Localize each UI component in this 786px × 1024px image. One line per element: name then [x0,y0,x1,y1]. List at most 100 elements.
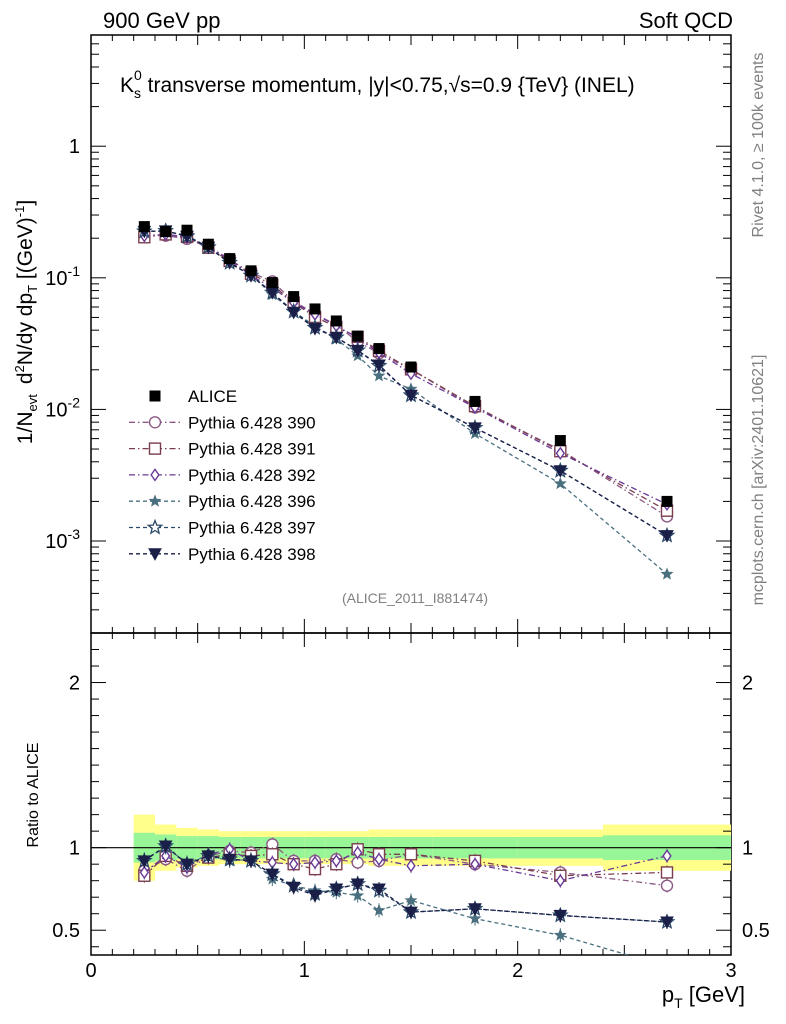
legend-marker [148,548,162,561]
y-tick-label-ratio-right: 0.5 [742,920,770,942]
x-tick-label: 1 [299,960,310,982]
series-392-ratio-point [662,849,672,863]
series-398-ratio-point [329,883,344,896]
y-tick-label-ratio-left: 0.5 [52,920,80,942]
series-397-main-line [144,230,668,537]
legend: ALICE Pythia 6.428 390 Pythia 6.428 391 Pyt… [129,387,316,564]
series-391-ratio-point [660,866,674,879]
alice-data-point [352,330,364,342]
x-axis-label: pT [GeV] [662,982,745,1011]
alice-data-point [181,224,193,236]
series-392-ratio-point [288,857,299,871]
y-tick-label-ratio-left: 2 [69,673,80,695]
y-tick-label-main: 10-1 [45,263,80,290]
rivet-label: Rivet 4.1.0, ≥ 100k events [750,53,767,238]
series-390-ratio-line [143,843,668,887]
x-tick-label: 3 [725,960,736,982]
legend-marker [146,518,164,535]
alice-data-point [405,361,417,373]
legend-label: Pythia 6.428 390 [188,413,316,432]
series-398-main-point [553,465,568,478]
series-398-ratio-line [143,845,668,923]
ylabel-d-sup: -1 [12,206,27,218]
ylabel-c: N/dy dp [14,293,37,365]
series-398-main-line [144,230,668,537]
series-398-ratio-point [137,855,152,868]
series-398-ratio-point [222,853,237,867]
legend-label: Pythia 6.428 396 [188,492,316,511]
alice-data-point [202,238,214,250]
series-396-ratio-point [404,893,418,907]
alice-data-point [373,343,385,355]
series-391-ratio-point [404,848,418,861]
title-part-mid: transverse momentum, |y|<0.75, [142,74,449,97]
legend-marker-alice [149,390,161,402]
series-398-main-point [329,331,344,345]
series-398-ratio-point [244,855,258,868]
series-398-main-point [372,359,386,373]
series-398-main-point [660,530,674,543]
analysis-label: (ALICE_2011_I881474) [342,590,488,606]
alice-data-point [160,225,172,237]
series-392-ratio-point [139,865,150,880]
series-398-ratio-point [404,906,418,920]
ylabel-d: [(GeV) [14,217,37,285]
series-392-ratio-line [143,848,668,882]
series-392-main-point [555,446,566,461]
legend-label: Pythia 6.428 397 [188,519,316,538]
series-398-ratio-point [553,909,568,923]
series-392-ratio-point [352,845,363,860]
title-part-rest: s=0.9 {TeV} (INEL) [460,74,635,97]
alice-data-point [288,291,300,303]
y-tick-label-ratio-right: 2 [742,673,753,695]
series-396-main-point [660,567,674,580]
x-tick-label: 2 [512,960,523,982]
legend-marker [148,416,162,429]
series-396-main-point [372,369,386,382]
ylabel-e: ] [14,200,37,206]
series-398-ratio-point [468,903,482,916]
series-396-main-point [553,476,567,490]
alice-data-point [330,315,342,327]
series-392-ratio-point [310,855,320,870]
series-391-ratio-line [143,848,668,877]
alice-data-point [224,253,236,265]
series-398-main-point [468,422,482,435]
series-398-ratio-point [201,850,216,863]
series-398-main-point [350,344,365,358]
series-392-ratio-point [555,873,566,888]
legend-label: Pythia 6.428 398 [188,545,316,564]
series-398-ratio-point [265,868,280,882]
ylabel-b: d [14,372,37,384]
title-part-sup: 0 [134,67,142,83]
alice-data-point [245,265,257,277]
header-right: Soft QCD [639,8,733,33]
series-398-ratio-point [660,916,674,930]
series-392-main-line [144,233,668,505]
series-398-ratio-point [350,878,365,892]
series-398-main-point [308,323,322,336]
series-396-ratio-point [351,888,365,902]
series-392-ratio-point [406,859,416,873]
legend-marker [148,442,162,455]
series-398-ratio-point [158,840,173,854]
y-tick-label-main: 1 [69,136,80,158]
legend-marker [150,468,160,482]
y-tick-label-main: 10-2 [45,394,80,421]
series-396-ratio-point [372,903,386,916]
legend-label-alice: ALICE [188,387,237,406]
main-plot-frame [90,34,732,634]
legend-marker [148,494,162,507]
title-part-sub: s [134,85,141,101]
series-396-ratio-line [143,846,628,956]
series-398-ratio-point [372,883,386,896]
ylabel-a: 1/N [14,412,37,445]
x-tick-label: 0 [85,960,96,982]
alice-data-point [138,221,150,233]
legend-label: Pythia 6.428 392 [188,466,316,485]
ylabel-c-sub: T [25,285,40,293]
header-left: 900 GeV pp [103,8,220,33]
y-axis-label-ratio: Ratio to ALICE [25,743,42,848]
y-tick-label-ratio-left: 1 [69,838,80,860]
